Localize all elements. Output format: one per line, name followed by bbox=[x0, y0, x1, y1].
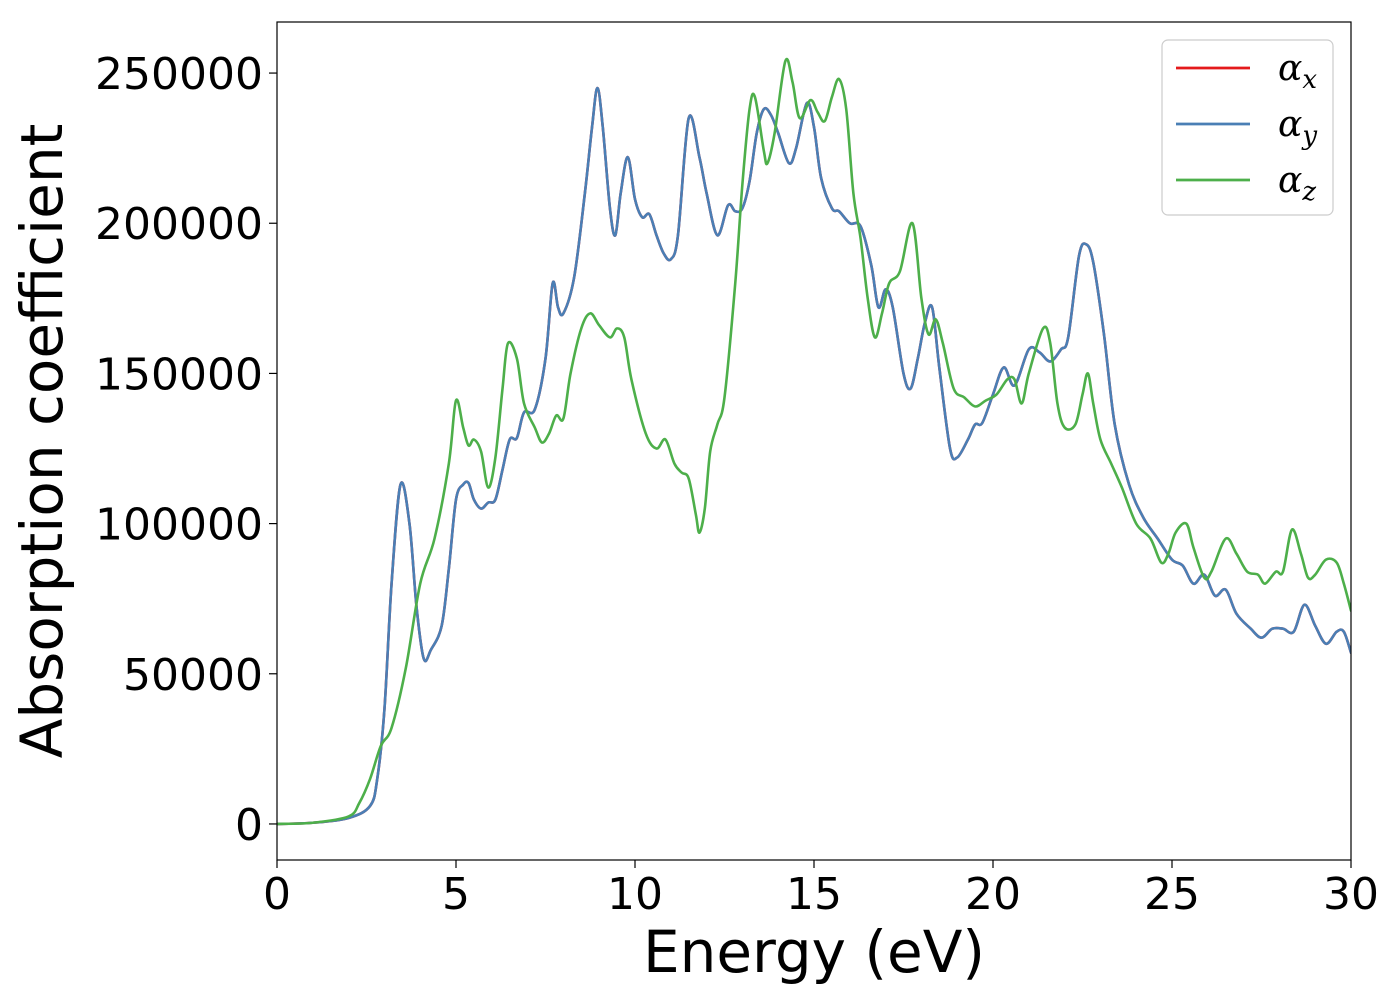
legend-label-alpha-y: αy bbox=[1278, 104, 1317, 151]
legend-label-alpha-x: αx bbox=[1278, 48, 1317, 95]
y-tick-label: 0 bbox=[235, 800, 263, 851]
x-tick-label: 15 bbox=[786, 869, 842, 920]
legend-box bbox=[1161, 39, 1334, 216]
x-tick-label: 25 bbox=[1144, 869, 1200, 920]
y-axis-label: Absorption coefficient bbox=[8, 124, 76, 759]
x-tick-label: 5 bbox=[442, 869, 470, 920]
x-tick-label: 10 bbox=[607, 869, 663, 920]
x-tick-label: 20 bbox=[965, 869, 1021, 920]
legend-label-alpha-z: αz bbox=[1278, 160, 1316, 207]
x-axis: 0 5 10 15 20 25 30 bbox=[263, 860, 1379, 920]
y-tick-label: 200000 bbox=[95, 199, 263, 250]
y-tick-label: 150000 bbox=[95, 349, 263, 400]
x-axis-label: Energy (eV) bbox=[643, 918, 985, 986]
series-line-alpha-z bbox=[277, 57, 1351, 826]
x-tick-label: 0 bbox=[263, 869, 291, 920]
series-layer bbox=[277, 57, 1351, 826]
y-tick-label: 100000 bbox=[95, 500, 263, 551]
y-tick-label: 250000 bbox=[95, 49, 263, 100]
y-axis: 0 50000 100000 150000 200000 250000 bbox=[95, 49, 277, 851]
x-tick-label: 30 bbox=[1323, 869, 1379, 920]
legend: αx αy αz bbox=[1161, 39, 1334, 216]
y-tick-label: 50000 bbox=[123, 650, 263, 701]
series-line-alpha-y bbox=[277, 86, 1351, 826]
